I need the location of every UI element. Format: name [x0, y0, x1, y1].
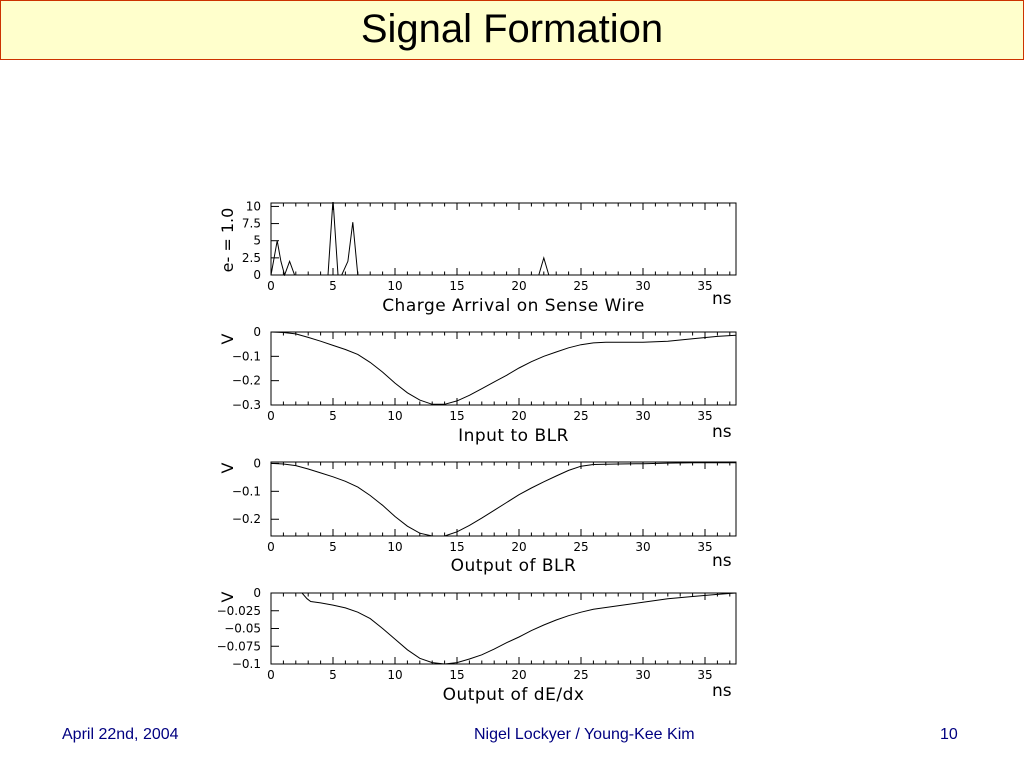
panel-4-ytick-label: 0: [253, 586, 261, 600]
panel-4-xtick-label: 20: [511, 668, 526, 682]
panel-1-ytick-label: 0: [253, 268, 261, 282]
panel-1-xtick-label: 20: [511, 279, 526, 293]
panel-2-ylabel: V: [218, 333, 237, 344]
panel-4-xtick-label: 15: [449, 668, 464, 682]
panel-4-xtick-label: 30: [635, 668, 650, 682]
panel-1-xtick-label: 15: [449, 279, 464, 293]
panel-2-xtick-label: 5: [329, 409, 337, 423]
panel-4-xtick-label: 0: [267, 668, 275, 682]
panel-2-xtick-label: 25: [573, 409, 588, 423]
panel-4-ylabel: V: [218, 591, 237, 602]
panel-2-ytick-label: 0: [253, 325, 261, 339]
panel-2-xtick-label: 15: [449, 409, 464, 423]
panel-3-xtick-label: 25: [573, 540, 588, 554]
panel-3-ytick-label: −0.1: [232, 484, 261, 498]
panel-1-ytick-label: 7.5: [242, 217, 261, 231]
panel-2-ytick-label: −0.2: [232, 374, 261, 388]
panel-1-xlabel: ns: [712, 289, 732, 309]
panel-2-frame: [270, 331, 737, 406]
panel-2-xtick-label: 10: [387, 409, 402, 423]
panel-1-ytick-label: 5: [253, 234, 261, 248]
panel-3-ylabel: V: [218, 462, 237, 473]
footer-authors: Nigel Lockyer / Young-Kee Kim: [474, 726, 695, 743]
panel-1-title: Charge Arrival on Sense Wire: [382, 296, 645, 316]
title-bar: Signal Formation: [0, 0, 1024, 60]
panel-3-xtick-label: 0: [267, 540, 275, 554]
panel-4-ytick-label: −0.05: [224, 622, 261, 636]
panel-1-frame: [270, 202, 737, 276]
panel-3-xtick-label: 15: [449, 540, 464, 554]
panel-2-xtick-label: 35: [697, 409, 712, 423]
panel-2-ytick-label: −0.3: [232, 398, 261, 412]
panel-2-xtick-label: 20: [511, 409, 526, 423]
slide-title: Signal Formation: [360, 6, 664, 51]
panel-3-ytick-label: −0.2: [232, 512, 261, 526]
panel-3-xtick-label: 10: [387, 540, 402, 554]
panel-3-xtick-label: 30: [635, 540, 650, 554]
panel-2-xtick-label: 0: [267, 409, 275, 423]
panel-2-title: Input to BLR: [458, 426, 569, 446]
panel-3-frame: [270, 461, 737, 537]
panel-4-title: Output of dE/dx: [443, 685, 585, 705]
panel-2-ytick-label: −0.1: [232, 349, 261, 363]
panel-1-xtick-label: 10: [387, 279, 402, 293]
panel-1-ytick-label: 10: [246, 199, 261, 213]
panel-3-xtick-label: 20: [511, 540, 526, 554]
panel-1-xtick-label: 30: [635, 279, 650, 293]
panel-4-xlabel: ns: [712, 681, 732, 701]
panel-1-xtick-label: 0: [267, 279, 275, 293]
panel-4-ytick-label: −0.075: [217, 639, 261, 653]
panel-3-xlabel: ns: [712, 551, 732, 571]
panel-2-series-line: [271, 331, 736, 405]
panel-1-ylabel: e- = 1.0: [218, 208, 237, 273]
panel-1-series-line: [271, 202, 550, 276]
footer-page-number: 10: [940, 726, 958, 743]
panel-4-xtick-label: 10: [387, 668, 402, 682]
panel-4-frame: [270, 592, 737, 665]
panel-4-xtick-label: 5: [329, 668, 337, 682]
panel-3-xtick-label: 35: [697, 540, 712, 554]
panel-4-ytick-label: −0.025: [217, 604, 261, 618]
panel-4-series-line: [271, 592, 736, 665]
panel-4-xtick-label: 25: [573, 668, 588, 682]
panel-4-xtick-label: 35: [697, 668, 712, 682]
panel-4-ytick-label: −0.1: [232, 657, 261, 671]
panel-3-title: Output of BLR: [451, 556, 577, 576]
panel-3-xtick-label: 5: [329, 540, 337, 554]
panel-3-series-line: [271, 462, 736, 537]
panel-1-xtick-label: 35: [697, 279, 712, 293]
panel-3-ytick-label: 0: [253, 456, 261, 470]
panel-2-xlabel: ns: [712, 422, 732, 442]
panel-2-xtick-label: 30: [635, 409, 650, 423]
panel-1-ytick-label: 2.5: [242, 251, 261, 265]
footer-date: April 22nd, 2004: [62, 726, 179, 743]
panel-1-xtick-label: 5: [329, 279, 337, 293]
panel-1-xtick-label: 25: [573, 279, 588, 293]
